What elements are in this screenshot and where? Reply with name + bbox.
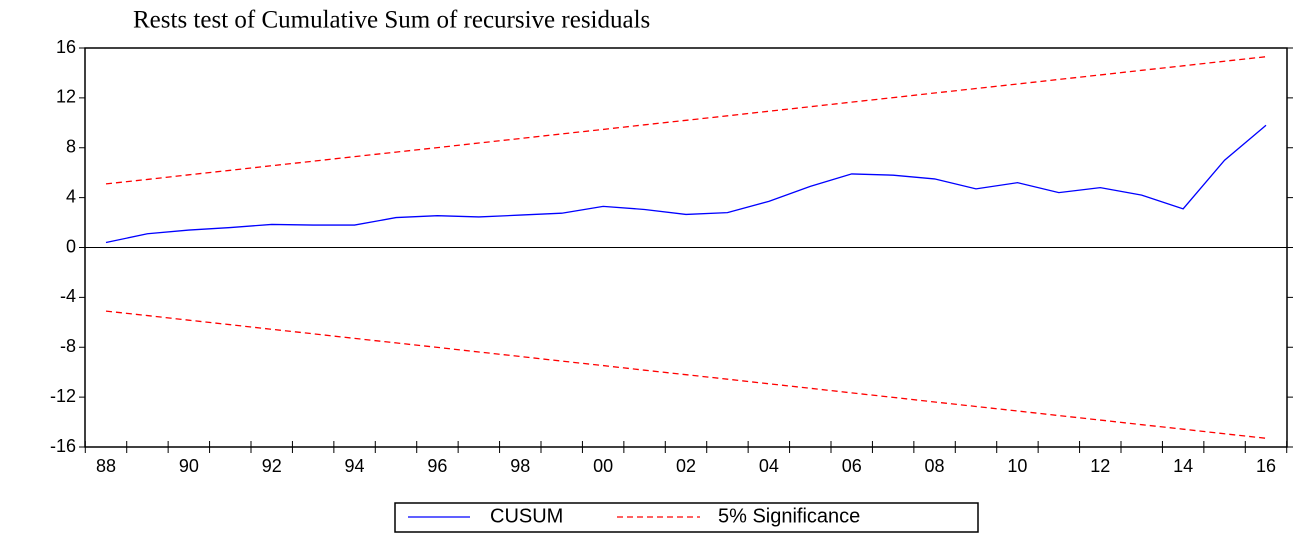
y-tick-label: 0: [66, 236, 76, 256]
x-tick-label: 12: [1090, 456, 1110, 476]
x-tick-label: 10: [1007, 456, 1027, 476]
y-tick-label: -8: [60, 336, 76, 356]
y-tick-label: -12: [50, 386, 76, 406]
series-line: [105, 56, 1267, 185]
x-tick-label: 06: [842, 456, 862, 476]
x-tick-label: 08: [925, 456, 945, 476]
x-tick-label: 92: [262, 456, 282, 476]
y-tick-label: 12: [56, 87, 76, 107]
legend-label: CUSUM: [490, 505, 563, 527]
legend-box: [394, 502, 979, 533]
y-tick-label: -16: [50, 436, 76, 456]
y-tick-label: 4: [66, 186, 76, 206]
x-tick-label: 04: [759, 456, 779, 476]
series-line-lower: [105, 310, 1267, 439]
y-tick-label: 16: [56, 37, 76, 57]
x-tick-label: 88: [96, 456, 116, 476]
x-tick-label: 02: [676, 456, 696, 476]
x-tick-label: 16: [1256, 456, 1276, 476]
x-tick-label: 96: [427, 456, 447, 476]
x-tick-label: 94: [345, 456, 365, 476]
chart-title: Rests test of Cumulative Sum of recursiv…: [133, 7, 650, 34]
x-tick-label: 14: [1173, 456, 1193, 476]
x-tick-label: 98: [510, 456, 530, 476]
y-tick-label: -4: [60, 286, 76, 306]
x-tick-label: 90: [179, 456, 199, 476]
x-tick-label: 00: [593, 456, 613, 476]
legend-label: 5% Significance: [718, 505, 860, 527]
y-tick-label: 8: [66, 137, 76, 157]
series-line: [105, 124, 1267, 244]
